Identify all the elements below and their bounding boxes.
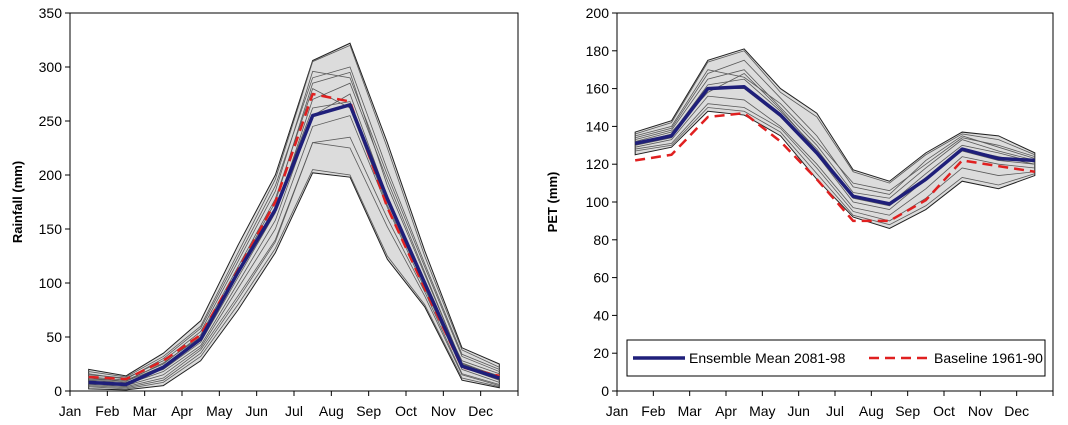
y-tick-label: 180 — [586, 43, 610, 59]
x-tick-label: Jul — [285, 403, 303, 419]
x-tick-label: Sep — [895, 403, 920, 419]
ensemble-member-line — [88, 71, 500, 382]
y-tick-label: 120 — [586, 156, 610, 172]
ensemble-member-line — [635, 95, 1035, 216]
y-tick-label: 20 — [593, 345, 609, 361]
y-tick-label: 200 — [39, 167, 63, 183]
x-tick-label: Sep — [356, 403, 381, 419]
y-axis-label: Rainfall (mm) — [10, 161, 25, 243]
ensemble-member-line — [635, 59, 1035, 195]
y-tick-label: 160 — [586, 81, 610, 97]
y-tick-label: 60 — [593, 270, 609, 286]
y-tick-label: 200 — [586, 5, 610, 21]
legend-box — [626, 339, 1046, 377]
x-tick-label: Mar — [678, 403, 702, 419]
plot-area — [616, 12, 1054, 392]
ensemble-mean-line — [634, 84, 1035, 206]
ensemble-member-line — [88, 169, 500, 390]
x-tick-label: Feb — [95, 403, 119, 419]
x-tick-label: Jun — [787, 403, 810, 419]
x-tick-label: Dec — [468, 403, 493, 419]
y-tick-label: 0 — [54, 383, 62, 399]
y-tick-label: 80 — [593, 232, 609, 248]
x-tick-label: Nov — [968, 403, 993, 419]
x-tick-label: Oct — [395, 403, 417, 419]
ensemble-mean-line — [88, 103, 500, 387]
y-tick-label: 40 — [593, 307, 609, 323]
x-tick-label: May — [206, 403, 232, 419]
legend: Ensemble Mean 2081-98 Baseline 1961-90 — [626, 339, 1046, 377]
x-tick-label: Jan — [59, 403, 82, 419]
x-tick-label: Aug — [319, 403, 344, 419]
y-tick-label: 50 — [46, 329, 62, 345]
chart-1: 0 50 100 150 200 250 300 350 Jan Feb Mar Apr May Jun J… — [10, 5, 519, 419]
x-tick-label: Apr — [715, 403, 737, 419]
ensemble-member-line — [635, 103, 1035, 222]
x-tick-label: Jan — [606, 403, 629, 419]
legend-label-mean: Ensemble Mean 2081-98 — [689, 350, 846, 366]
y-tick-label: 0 — [601, 383, 609, 399]
baseline-line — [634, 111, 1036, 223]
ensemble-member-line — [635, 50, 1035, 184]
y-tick-label: 100 — [39, 275, 63, 291]
x-tick-label: Jun — [245, 403, 268, 419]
y-tick-label: 350 — [39, 5, 63, 21]
y-tick-label: 100 — [586, 194, 610, 210]
x-tick-label: Feb — [641, 403, 665, 419]
x-tick-label: Dec — [1004, 403, 1029, 419]
ensemble-range-band — [634, 48, 1036, 229]
x-tick-label: Mar — [133, 403, 157, 419]
ensemble-member-line — [635, 69, 1035, 192]
y-tick-label: 250 — [39, 113, 63, 129]
y-axis-label: PET (mm) — [545, 172, 560, 233]
baseline-line — [88, 92, 500, 381]
y-tick-label: 150 — [39, 221, 63, 237]
legend-label-baseline: Baseline 1961-90 — [934, 350, 1043, 366]
chart-2: 0 20 40 60 80 100 120 140 160 180 200 Jan Feb Mar Apr M… — [545, 5, 1054, 419]
y-tick-label: 300 — [39, 59, 63, 75]
ensemble-member-line — [88, 142, 500, 389]
ensemble-member-line — [88, 44, 500, 378]
x-tick-label: Oct — [933, 403, 955, 419]
x-tick-label: Nov — [431, 403, 456, 419]
ensemble-member-line — [635, 69, 1035, 199]
ensemble-member-line — [635, 107, 1035, 226]
ensemble-member-line — [88, 66, 500, 380]
y-tick-label: 140 — [586, 118, 610, 134]
x-tick-label: Apr — [171, 403, 193, 419]
x-tick-label: May — [749, 403, 775, 419]
x-tick-label: Jul — [826, 403, 844, 419]
x-tick-label: Aug — [859, 403, 884, 419]
